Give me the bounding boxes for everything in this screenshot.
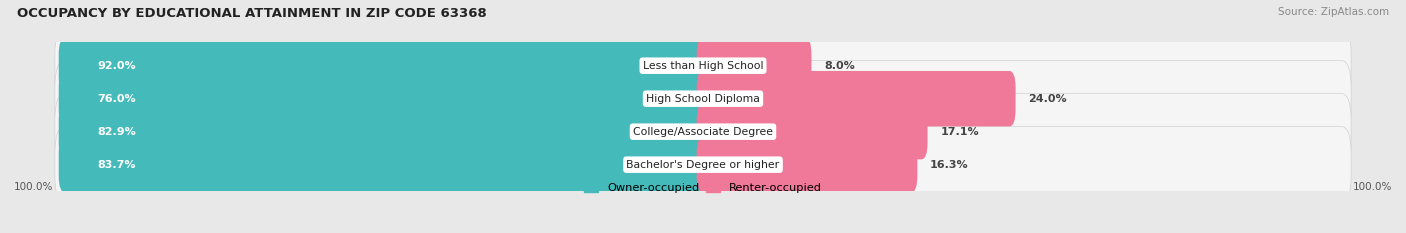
- FancyBboxPatch shape: [696, 38, 811, 93]
- Text: 83.7%: 83.7%: [97, 160, 135, 170]
- Text: 100.0%: 100.0%: [1353, 182, 1392, 192]
- Text: Bachelor's Degree or higher: Bachelor's Degree or higher: [627, 160, 779, 170]
- Text: 92.0%: 92.0%: [97, 61, 135, 71]
- Text: 82.9%: 82.9%: [97, 127, 136, 137]
- FancyBboxPatch shape: [696, 137, 917, 192]
- FancyBboxPatch shape: [696, 104, 928, 159]
- FancyBboxPatch shape: [59, 104, 710, 159]
- FancyBboxPatch shape: [55, 93, 1351, 170]
- FancyBboxPatch shape: [696, 71, 1015, 126]
- FancyBboxPatch shape: [55, 27, 1351, 104]
- Text: 8.0%: 8.0%: [824, 61, 855, 71]
- Text: 100.0%: 100.0%: [14, 182, 53, 192]
- FancyBboxPatch shape: [59, 137, 710, 192]
- Text: Less than High School: Less than High School: [643, 61, 763, 71]
- Text: College/Associate Degree: College/Associate Degree: [633, 127, 773, 137]
- Text: 24.0%: 24.0%: [1028, 94, 1067, 104]
- Text: High School Diploma: High School Diploma: [647, 94, 759, 104]
- FancyBboxPatch shape: [55, 60, 1351, 137]
- Text: 16.3%: 16.3%: [931, 160, 969, 170]
- FancyBboxPatch shape: [59, 71, 710, 126]
- Text: Source: ZipAtlas.com: Source: ZipAtlas.com: [1278, 7, 1389, 17]
- Text: 76.0%: 76.0%: [97, 94, 135, 104]
- Legend: Owner-occupied, Renter-occupied: Owner-occupied, Renter-occupied: [583, 182, 823, 193]
- FancyBboxPatch shape: [59, 38, 710, 93]
- FancyBboxPatch shape: [55, 126, 1351, 203]
- Text: 17.1%: 17.1%: [941, 127, 979, 137]
- Text: OCCUPANCY BY EDUCATIONAL ATTAINMENT IN ZIP CODE 63368: OCCUPANCY BY EDUCATIONAL ATTAINMENT IN Z…: [17, 7, 486, 20]
